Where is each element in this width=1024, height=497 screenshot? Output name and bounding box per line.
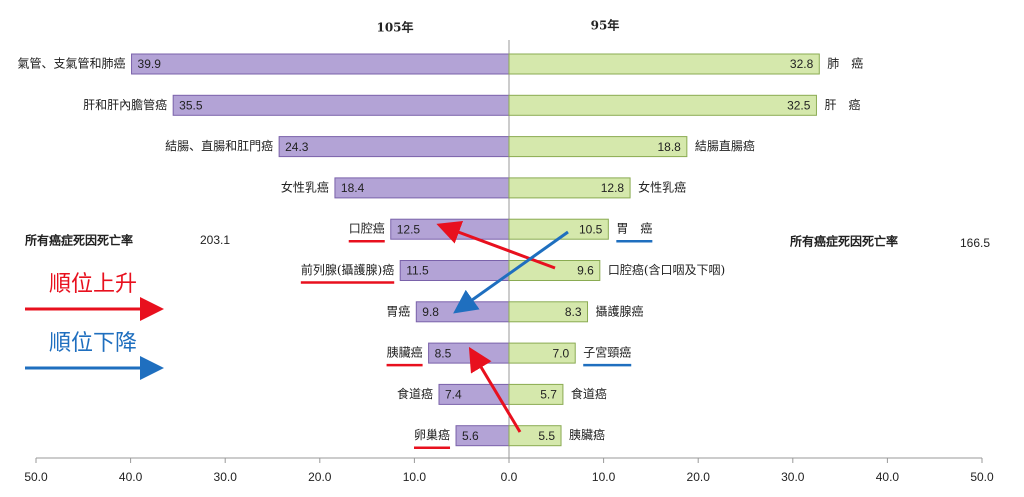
x-tick-label: 30.0: [781, 470, 805, 484]
value-label: 18.4: [341, 181, 365, 195]
category-label: 結腸、直腸和肛門癌: [165, 138, 273, 153]
value-label: 5.5: [538, 429, 555, 443]
bar: [278, 136, 510, 158]
category-label: 胰臟癌: [387, 345, 423, 360]
note-label: 順位上升: [49, 272, 137, 297]
category-label: 肺 癌: [827, 56, 863, 71]
category-label: 前列腺(攝護腺)癌: [301, 262, 394, 277]
total-value: 203.1: [200, 233, 230, 247]
value-label: 24.3: [285, 140, 309, 154]
category-label: 女性乳癌: [638, 179, 686, 194]
category-label: 胃癌: [386, 303, 410, 318]
bar: [508, 94, 817, 116]
category-label: 子宮頸癌: [583, 345, 631, 360]
bar: [508, 383, 564, 405]
x-tick-label: 40.0: [119, 470, 143, 484]
arrow: [468, 346, 522, 433]
value-label: 12.8: [601, 181, 625, 195]
bar: [131, 53, 510, 75]
category-label: 攝護腺癌: [596, 303, 644, 318]
bar: [508, 177, 631, 199]
x-tick-label: 20.0: [308, 470, 332, 484]
value-label: 32.8: [790, 57, 814, 71]
value-label: 9.6: [577, 264, 594, 278]
category-label: 肝和肝內膽管癌: [83, 97, 167, 112]
bar: [172, 94, 510, 116]
arrow: [453, 230, 569, 314]
category-label: 胰臟癌: [569, 427, 605, 442]
rank-arrows: [436, 221, 569, 433]
value-label: 5.6: [462, 429, 479, 443]
bar: [508, 53, 820, 75]
value-label: 18.8: [657, 140, 681, 154]
total-label: 所有癌症死因死亡率: [790, 234, 898, 249]
x-tick-label: 10.0: [403, 470, 427, 484]
value-label: 8.5: [435, 346, 452, 360]
bar: [508, 342, 576, 364]
value-label: 7.4: [445, 388, 462, 402]
category-label: 卵巢癌: [414, 427, 450, 442]
x-tick-label: 50.0: [970, 470, 994, 484]
total-value: 166.5: [960, 236, 990, 250]
bar: [508, 301, 589, 323]
value-label: 32.5: [787, 98, 811, 112]
left-title: 105年: [376, 20, 413, 35]
x-tick-label: 50.0: [24, 470, 48, 484]
value-label: 7.0: [553, 346, 570, 360]
x-tick-label: 30.0: [214, 470, 238, 484]
bar: [508, 425, 562, 447]
note-label: 順位下降: [49, 331, 137, 356]
category-label: 肝 癌: [824, 97, 860, 112]
x-tick-label: 10.0: [592, 470, 616, 484]
value-label: 35.5: [179, 98, 203, 112]
bar: [508, 260, 601, 281]
right-title: 95年: [591, 18, 620, 33]
x-tick-label: 40.0: [876, 470, 900, 484]
value-label: 12.5: [397, 222, 421, 236]
bar: [508, 136, 688, 158]
category-label: 氣管、支氣管和肺癌: [18, 56, 126, 71]
category-label: 胃 癌: [616, 221, 652, 236]
value-label: 11.5: [406, 264, 429, 278]
value-label: 5.7: [540, 388, 557, 402]
value-label: 10.5: [579, 222, 603, 236]
category-label: 口腔癌(含口咽及下咽): [608, 262, 725, 277]
total-label: 所有癌症死因死亡率: [25, 233, 133, 248]
value-label: 9.8: [422, 305, 439, 319]
x-tick-label: 20.0: [687, 470, 711, 484]
category-label: 口腔癌: [349, 221, 385, 236]
category-label: 結腸直腸癌: [695, 138, 755, 153]
category-label: 食道癌: [397, 386, 433, 401]
value-label: 39.9: [138, 57, 162, 71]
value-label: 8.3: [565, 305, 582, 319]
x-tick-label: 0.0: [501, 470, 518, 484]
arrow: [436, 221, 556, 270]
category-label: 食道癌: [571, 386, 607, 401]
category-label: 女性乳癌: [281, 179, 329, 194]
